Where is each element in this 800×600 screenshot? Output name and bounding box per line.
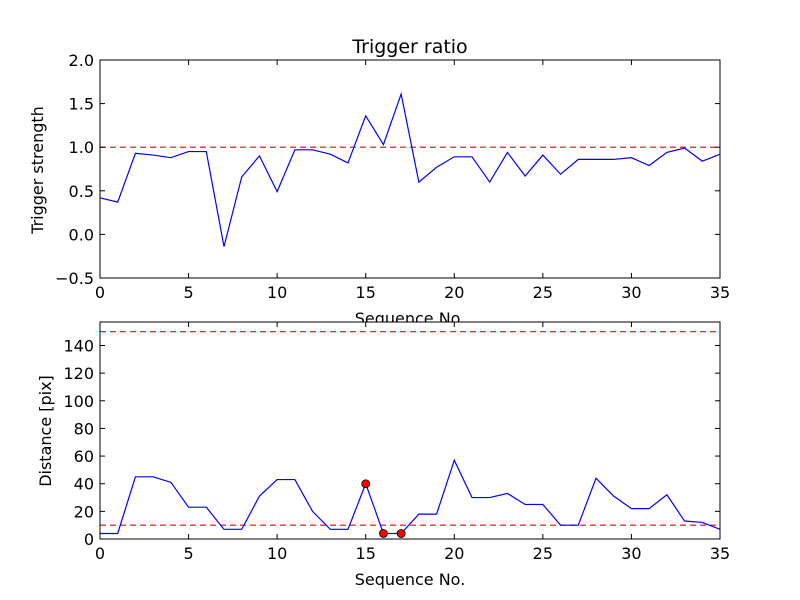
y-axis-label: Distance [pix]	[36, 375, 55, 487]
x-tick-label: 5	[183, 544, 193, 563]
x-tick-label: 25	[533, 283, 553, 302]
y-tick-label: 20	[74, 502, 94, 521]
x-tick-label: 15	[356, 544, 376, 563]
highlight-marker	[396, 529, 406, 538]
x-tick-label: 20	[444, 544, 464, 563]
axes-frame	[99, 321, 721, 540]
y-tick-label: 120	[63, 364, 94, 383]
y-tick-label: 100	[63, 392, 94, 411]
axes-background	[100, 60, 720, 278]
x-tick-label: 0	[95, 544, 105, 563]
x-tick-label: 35	[710, 283, 730, 302]
x-tick-label: 5	[183, 283, 193, 302]
y-tick-label: 1.0	[69, 138, 94, 157]
y-tick-label: 60	[74, 447, 94, 466]
y-tick-label: 2.0	[69, 51, 94, 70]
distance-chart: 0 5 10 15 20 25 30 35 0 20 40 60 80 100 120 140 Sequenc…	[36, 321, 730, 589]
highlight-marker	[361, 479, 371, 489]
plot-area: 0 5 10 15 20 25 30 35 0 20 40 60 80 100 120 140	[63, 321, 730, 563]
x-tick-label: 20	[444, 283, 464, 302]
y-tick-label: −0.5	[55, 269, 94, 288]
y-axis-label: Trigger strength	[28, 106, 47, 235]
series-line	[99, 91, 721, 247]
chart-title: Trigger ratio	[351, 36, 467, 58]
x-tick-label: 25	[533, 544, 553, 563]
y-tick-label: 0	[84, 530, 94, 549]
axes-background	[100, 322, 720, 539]
series-line	[100, 458, 721, 535]
x-tick-label: 35	[710, 544, 730, 563]
plot-area: 0 5 10 15 20 25 30 35 −0.5 0.0 0.5 1.0 1.5 2.0	[55, 51, 730, 302]
y-tick-label: 1.5	[69, 95, 94, 114]
highlight-marker	[379, 529, 388, 538]
x-tick-label: 10	[267, 544, 287, 563]
y-tick-label: 0.5	[69, 182, 94, 201]
x-axis-label: Sequence No.	[355, 570, 466, 589]
x-tick-label: 0	[95, 283, 105, 302]
y-tick-label: 0.0	[69, 225, 94, 244]
axes-frame	[99, 59, 721, 279]
x-tick-label: 15	[356, 283, 376, 302]
y-tick-label: 40	[74, 475, 94, 494]
trigger-ratio-chart: 0 5 10 15 20 25 30 35 −0.5 0.0 0.5 1.0 1.5 2.0 Trigge…	[28, 36, 730, 328]
x-tick-label: 30	[621, 544, 641, 563]
x-tick-label: 10	[267, 283, 287, 302]
y-tick-label: 140	[63, 336, 94, 355]
x-tick-label: 30	[621, 283, 641, 302]
y-tick-label: 80	[74, 419, 94, 438]
